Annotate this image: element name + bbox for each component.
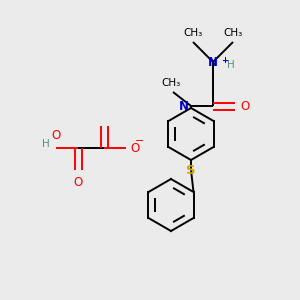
Text: −: − <box>135 136 145 146</box>
Text: O: O <box>74 176 82 189</box>
Text: O: O <box>130 142 139 154</box>
Text: N: N <box>208 56 218 68</box>
Text: +: + <box>221 56 228 65</box>
Text: CH₃: CH₃ <box>161 78 181 88</box>
Text: H: H <box>227 60 235 70</box>
Text: O: O <box>240 100 249 112</box>
Text: N: N <box>179 100 189 112</box>
Text: O: O <box>51 129 61 142</box>
Text: S: S <box>186 164 196 176</box>
Text: CH₃: CH₃ <box>224 28 243 38</box>
Text: H: H <box>42 139 50 149</box>
Text: CH₃: CH₃ <box>183 28 202 38</box>
